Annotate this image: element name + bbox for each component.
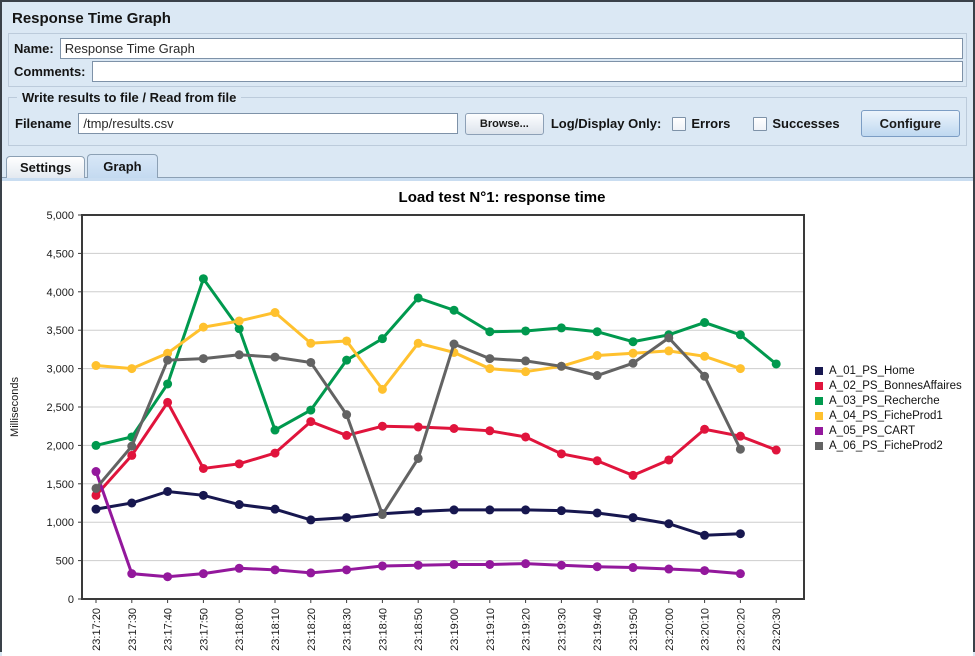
tab-graph[interactable]: Graph (87, 154, 158, 178)
svg-text:1,500: 1,500 (46, 479, 74, 491)
svg-text:2,000: 2,000 (46, 440, 74, 452)
svg-text:23:18:00: 23:18:00 (234, 608, 246, 651)
legend-swatch-icon (815, 382, 823, 390)
svg-text:23:19:40: 23:19:40 (592, 608, 604, 651)
svg-text:23:19:10: 23:19:10 (485, 608, 497, 651)
legend-label: A_01_PS_Home (829, 365, 915, 377)
legend-item: A_05_PS_CART (815, 425, 967, 437)
errors-checkbox[interactable] (672, 116, 687, 131)
successes-checkbox-label: Successes (772, 116, 840, 131)
legend-item: A_04_PS_FicheProd1 (815, 410, 967, 422)
svg-text:3,500: 3,500 (46, 325, 74, 337)
graph-tab-content: 0 500 1,000 1,500 2,000 2,500 3,000 3,500 4,000 4… (2, 177, 973, 656)
legend-swatch-icon (815, 427, 823, 435)
legend-item: A_02_PS_BonnesAffaires (815, 380, 967, 392)
svg-text:4,500: 4,500 (46, 248, 74, 260)
legend-item: A_01_PS_Home (815, 365, 967, 377)
filename-label: Filename (15, 116, 72, 131)
successes-checkbox-group: Successes (753, 116, 851, 131)
legend-swatch-icon (815, 397, 823, 405)
comments-row: Comments: (12, 61, 963, 82)
legend-swatch-icon (815, 367, 823, 375)
comments-input[interactable] (91, 61, 963, 82)
legend-label: A_04_PS_FicheProd1 (829, 410, 943, 422)
svg-text:23:18:50: 23:18:50 (413, 608, 425, 651)
svg-text:23:19:20: 23:19:20 (521, 608, 533, 651)
chart-legend: A_01_PS_Home A_02_PS_BonnesAffaires A_03_P… (815, 362, 967, 455)
svg-text:23:17:20: 23:17:20 (91, 608, 103, 651)
legend-label: A_05_PS_CART (829, 425, 916, 437)
svg-text:23:18:40: 23:18:40 (377, 608, 389, 651)
filename-input[interactable] (78, 113, 458, 134)
tab-settings[interactable]: Settings (6, 156, 86, 178)
svg-text:Load test N°1: response time: Load test N°1: response time (399, 189, 606, 206)
legend-label: A_06_PS_FicheProd2 (829, 440, 943, 452)
legend-label: A_03_PS_Recherche (829, 395, 940, 407)
svg-text:500: 500 (56, 556, 74, 568)
response-time-chart: 0 500 1,000 1,500 2,000 2,500 3,000 3,500 4,000 4… (9, 189, 805, 651)
svg-text:23:20:10: 23:20:10 (700, 608, 712, 651)
name-comments-panel: Name: Comments: (8, 33, 967, 87)
write-results-groupbox: Write results to file / Read from file F… (8, 90, 967, 146)
svg-text:23:20:00: 23:20:00 (664, 608, 676, 651)
svg-text:23:18:10: 23:18:10 (270, 608, 282, 651)
svg-text:23:17:50: 23:17:50 (198, 608, 210, 651)
svg-text:23:17:30: 23:17:30 (127, 608, 139, 651)
browse-button[interactable]: Browse... (464, 112, 544, 135)
errors-checkbox-label: Errors (691, 116, 731, 131)
svg-text:23:20:20: 23:20:20 (735, 608, 747, 651)
name-label: Name: (14, 41, 54, 56)
svg-text:23:20:30: 23:20:30 (771, 608, 783, 651)
log-display-only-label: Log/Display Only: (550, 116, 662, 131)
svg-text:0: 0 (68, 594, 74, 606)
configure-button[interactable]: Configure (860, 110, 960, 137)
svg-text:23:18:30: 23:18:30 (342, 608, 354, 651)
tab-bar: Settings Graph (6, 154, 973, 178)
page-title: Response Time Graph (12, 10, 171, 27)
legend-label: A_02_PS_BonnesAffaires (829, 380, 962, 392)
comments-label: Comments: (14, 64, 86, 79)
legend-swatch-icon (815, 412, 823, 420)
svg-text:23:19:00: 23:19:00 (449, 608, 461, 651)
svg-text:5,000: 5,000 (46, 210, 74, 222)
svg-text:23:19:30: 23:19:30 (556, 608, 568, 651)
svg-text:3,000: 3,000 (46, 364, 74, 376)
svg-text:23:17:40: 23:17:40 (163, 608, 175, 651)
svg-text:1,000: 1,000 (46, 517, 74, 529)
legend-swatch-icon (815, 442, 823, 450)
svg-text:2,500: 2,500 (46, 402, 74, 414)
svg-text:23:19:50: 23:19:50 (628, 608, 640, 651)
successes-checkbox[interactable] (753, 116, 768, 131)
name-row: Name: (12, 38, 963, 59)
errors-checkbox-group: Errors (672, 116, 742, 131)
name-input[interactable] (59, 38, 963, 59)
filename-row: Filename Browse... Log/Display Only: Err… (15, 110, 960, 137)
svg-text:4,000: 4,000 (46, 287, 74, 299)
legend-item: A_03_PS_Recherche (815, 395, 967, 407)
legend-item: A_06_PS_FicheProd2 (815, 440, 967, 452)
svg-text:23:18:20: 23:18:20 (306, 608, 318, 651)
svg-text:Milliseconds: Milliseconds (9, 377, 21, 437)
groupbox-title: Write results to file / Read from file (17, 90, 242, 105)
